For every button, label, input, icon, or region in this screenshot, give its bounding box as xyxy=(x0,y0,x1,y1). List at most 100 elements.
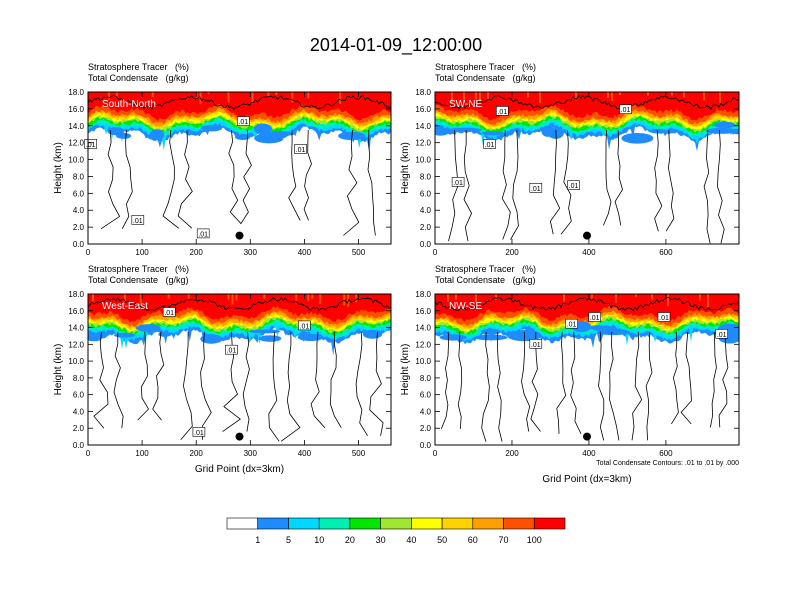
contour-label: .01 xyxy=(133,218,143,225)
x-tick-label: 0 xyxy=(433,449,438,458)
tracer-patch xyxy=(481,131,505,136)
tracer-patch xyxy=(88,336,102,342)
panel-subtitle-condensate: Total Condensate (g/kg) xyxy=(435,275,536,285)
y-tick-label: 2.0 xyxy=(73,223,85,232)
x-tick-label: 200 xyxy=(190,449,204,458)
contour-plume xyxy=(510,129,519,240)
tracer-patch xyxy=(362,329,383,339)
tracer-streak xyxy=(495,294,497,300)
tracer-field xyxy=(88,294,391,445)
contour-plume xyxy=(268,331,280,442)
contour-plume xyxy=(717,129,725,244)
tracer-streak xyxy=(355,294,358,303)
tracer-streak xyxy=(527,92,529,98)
contour-label: .01 xyxy=(296,147,306,154)
panel-0: Stratosphere Tracer (%)Total Condensate … xyxy=(53,62,392,257)
colorbar-swatch xyxy=(257,517,289,530)
contour-plume xyxy=(680,331,692,425)
colorbar-swatch xyxy=(380,517,412,530)
tracer-streak xyxy=(231,294,234,305)
contour-label-box xyxy=(588,312,602,322)
contour-label-box xyxy=(237,116,250,126)
tracer-streak xyxy=(667,294,669,306)
tracer-streak xyxy=(347,294,350,307)
x-tick-label: 200 xyxy=(505,449,519,458)
contour-label: .01 xyxy=(198,231,208,238)
tracer-streak xyxy=(143,294,146,298)
tracer-streak xyxy=(619,92,621,95)
colorbar-label: 50 xyxy=(437,535,447,545)
colorbar-label: 60 xyxy=(468,535,478,545)
tracer-streak xyxy=(319,294,322,304)
contour-label: .01 xyxy=(567,322,577,329)
contour-plume xyxy=(481,331,490,442)
y-tick-label: 0.0 xyxy=(73,240,85,249)
contour-label-box xyxy=(192,427,206,437)
contour-plume xyxy=(665,129,675,232)
contour-footnote: Total Condensate Contours: .01 to .01 by… xyxy=(596,460,739,467)
plot-frame xyxy=(434,91,740,245)
contour-plume xyxy=(137,331,149,421)
panel-3: Stratosphere Tracer (%)Total Condensate … xyxy=(400,264,740,485)
contour-label: .01 xyxy=(194,430,204,437)
tracer-patch xyxy=(597,329,630,336)
contour-label-box xyxy=(495,106,509,116)
colorbar-label: 70 xyxy=(498,535,508,545)
contour-plume xyxy=(100,129,121,230)
tracer-streak xyxy=(703,294,705,299)
y-tick-label: 12.0 xyxy=(68,139,84,148)
x-tick-label: 0 xyxy=(433,248,438,257)
contour-plume xyxy=(645,331,653,441)
x-tick-label: 400 xyxy=(298,449,312,458)
contour-plume xyxy=(718,331,729,428)
plot-frame xyxy=(87,91,392,245)
contour-label-box xyxy=(294,144,307,154)
contour-label-box xyxy=(529,183,543,193)
colorbar-swatch xyxy=(349,517,381,530)
tracer-streak xyxy=(331,92,334,97)
tracer-streak xyxy=(123,294,126,302)
y-axis-label: Height (km) xyxy=(53,142,64,194)
tracer-streak xyxy=(227,92,230,103)
tracer-patch xyxy=(587,325,609,330)
y-tick-label: 6.0 xyxy=(420,189,432,198)
tracer-streak xyxy=(100,92,102,96)
y-tick-label: 4.0 xyxy=(73,206,85,215)
contour-label-box xyxy=(565,318,578,329)
x-tick-label: 300 xyxy=(244,248,258,257)
tracer-field xyxy=(435,294,739,445)
tracer-streak xyxy=(683,92,685,98)
tracer-streak xyxy=(363,294,366,298)
tracer-streak xyxy=(167,294,170,299)
tracer-streak xyxy=(611,92,613,101)
tracer-streak xyxy=(707,294,709,307)
tracer-streak xyxy=(451,92,453,103)
contour-plume xyxy=(228,129,242,225)
contour-label: .01 xyxy=(238,119,248,126)
tracer-patch xyxy=(158,331,172,337)
y-tick-label: 10.0 xyxy=(415,357,431,366)
tracer-patch xyxy=(200,125,223,132)
contour-plume xyxy=(113,331,124,429)
contour-plume xyxy=(671,331,679,425)
colorbar-swatch xyxy=(226,517,259,530)
tracer-streak xyxy=(107,294,110,300)
panel-subtitle-tracer: Stratosphere Tracer (%) xyxy=(88,62,189,72)
tracer-streak xyxy=(335,294,338,299)
tracer-patch xyxy=(435,127,450,136)
tracer-streak xyxy=(607,294,609,297)
tracer-streak xyxy=(623,294,625,298)
contour-label: .01 xyxy=(659,315,669,322)
tracer-streak xyxy=(547,294,549,297)
contour-plume xyxy=(310,331,326,429)
tracer-streak xyxy=(711,92,713,98)
tracer-streak xyxy=(267,92,270,97)
contour-upper xyxy=(88,296,391,312)
contour-plume xyxy=(501,129,511,240)
y-tick-label: 12.0 xyxy=(415,139,431,148)
y-tick-label: 4.0 xyxy=(73,407,85,416)
contour-plume xyxy=(177,129,193,229)
colorbar-label: 30 xyxy=(376,535,386,545)
x-tick-label: 500 xyxy=(352,248,366,257)
tracer-streak xyxy=(295,294,298,302)
